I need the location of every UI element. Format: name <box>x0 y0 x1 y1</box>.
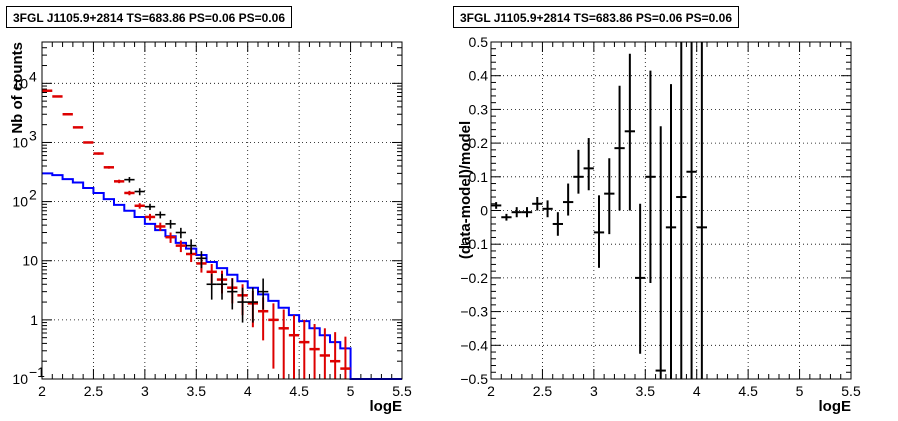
x-tick-label: 2.5 <box>533 383 553 399</box>
x-tick-label: 4.5 <box>738 383 758 399</box>
x-tick-label: 4 <box>244 383 252 399</box>
x-axis-label: logE <box>819 398 852 415</box>
y-tick-label: 0.2 <box>469 135 489 151</box>
x-tick-label: 3 <box>590 383 598 399</box>
right-chart-title: 3FGL J1105.9+2814 TS=683.86 PS=0.06 PS=0… <box>453 6 739 28</box>
y-tick-label: 10 <box>12 134 28 150</box>
y-tick-label: 10 <box>12 75 28 91</box>
y-tick-label: −0.4 <box>460 337 488 353</box>
y-tick-label: 0.5 <box>469 34 489 50</box>
y-tick-label: 10 <box>12 194 28 210</box>
y-tick-label: 0.3 <box>469 101 489 117</box>
y-tick-exponent: 2 <box>29 187 37 203</box>
x-tick-label: 2.5 <box>84 383 104 399</box>
x-tick-label: 2 <box>487 383 495 399</box>
y-axis-label: (data-model)/model <box>457 121 474 259</box>
y-tick-label: −0.1 <box>460 236 488 252</box>
x-tick-label: 5 <box>347 383 355 399</box>
x-tick-label: 2 <box>38 383 46 399</box>
y-tick-label: 10 <box>22 253 38 269</box>
x-axis-label: logE <box>370 398 403 415</box>
y-tick-label: 10 <box>12 371 28 387</box>
x-tick-label: 4.5 <box>289 383 309 399</box>
x-tick-label: 5 <box>796 383 804 399</box>
y-tick-exponent: 4 <box>29 68 37 84</box>
residuals-panel: 2 2.5 3 3.5 4 4.5 5 5.5 0.5 0.4 0.3 0.2 0.1 0 −0.1 −0.2… <box>457 34 861 415</box>
y-tick-label: 0.1 <box>469 169 489 185</box>
y-tick-label: −0.5 <box>460 371 488 387</box>
left-chart-title: 3FGL J1105.9+2814 TS=683.86 PS=0.06 PS=0… <box>6 6 292 28</box>
y-tick-label: −0.3 <box>460 304 488 320</box>
plot-frame <box>490 41 852 380</box>
y-tick-label: −0.2 <box>460 270 488 286</box>
y-tick-exponent: −1 <box>29 364 45 380</box>
y-tick-exponent: 3 <box>29 127 37 143</box>
y-tick-label: 0.4 <box>469 68 489 84</box>
y-axis-label: Nb of counts <box>9 42 26 134</box>
x-tick-label: 3 <box>141 383 149 399</box>
x-tick-label: 5.5 <box>841 383 861 399</box>
x-tick-label: 3.5 <box>636 383 656 399</box>
y-tick-label: 0 <box>480 203 488 219</box>
x-tick-label: 5.5 <box>392 383 412 399</box>
y-tick-label: 1 <box>30 312 38 328</box>
x-tick-label: 3.5 <box>187 383 207 399</box>
plot-frame <box>41 41 403 380</box>
x-tick-label: 4 <box>693 383 701 399</box>
model-step-line <box>42 172 402 380</box>
